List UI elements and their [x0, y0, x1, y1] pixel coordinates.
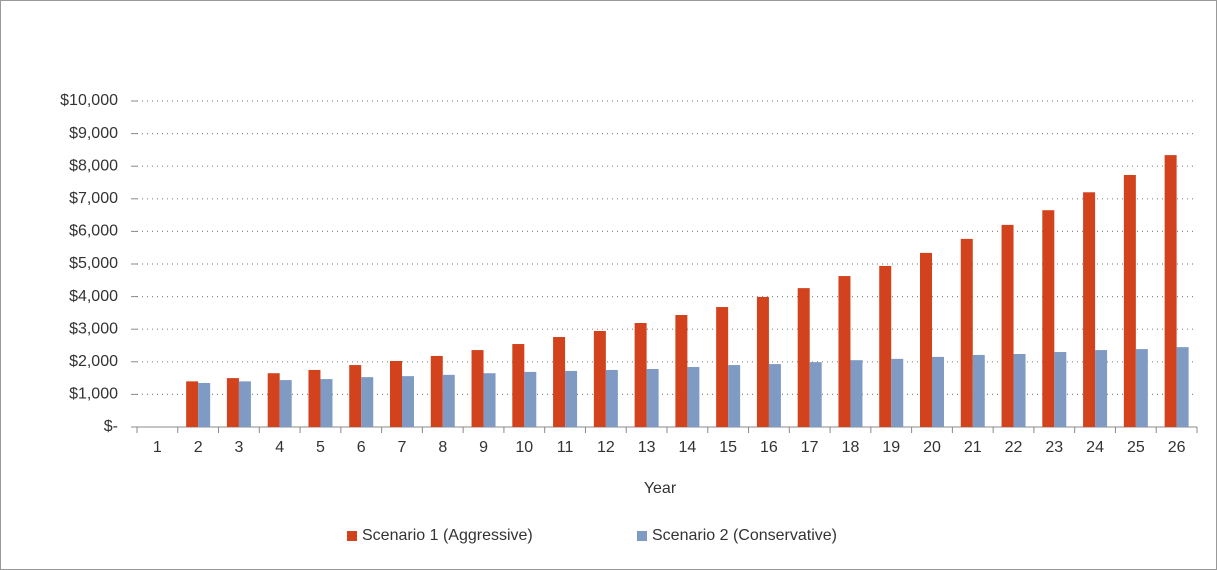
bar — [1164, 155, 1177, 427]
bar — [1123, 175, 1136, 427]
x-tick-label: 7 — [398, 439, 407, 456]
x-tick-label: 25 — [1127, 439, 1145, 456]
bar — [716, 307, 729, 427]
bar — [1135, 349, 1148, 427]
x-tick-label: 12 — [597, 439, 615, 456]
bar — [605, 369, 618, 427]
x-tick-label: 19 — [882, 439, 900, 456]
x-tick-label: 6 — [357, 439, 366, 456]
legend-label: Scenario 1 (Aggressive) — [362, 527, 533, 544]
x-tick-label: 26 — [1168, 439, 1186, 456]
bar — [797, 288, 810, 427]
x-tick-label: 11 — [557, 439, 574, 456]
bar — [1013, 353, 1026, 427]
bar — [920, 252, 932, 427]
bar — [1001, 224, 1014, 427]
x-axis-label: Year — [644, 480, 677, 497]
bar — [279, 380, 292, 427]
bar — [728, 365, 741, 427]
x-tick-label: 13 — [638, 439, 656, 456]
bar — [402, 376, 414, 427]
bar — [1095, 350, 1108, 427]
bar — [267, 373, 280, 427]
bar — [891, 358, 904, 427]
bar — [768, 364, 781, 427]
bar — [809, 362, 822, 427]
bar — [349, 365, 362, 427]
bar — [238, 381, 251, 427]
legend-swatch — [347, 531, 357, 541]
bar — [850, 360, 863, 427]
bar — [430, 355, 443, 427]
bar — [524, 371, 537, 427]
bar — [226, 378, 239, 427]
bar — [838, 276, 851, 427]
y-tick-label: $6,000 — [69, 223, 118, 240]
bar — [646, 368, 659, 427]
x-tick-label: 18 — [842, 439, 860, 456]
bar — [361, 377, 374, 427]
y-tick-label: $5,000 — [69, 255, 118, 272]
y-tick-label: $10,000 — [60, 92, 118, 109]
x-tick-label: 10 — [515, 439, 533, 456]
x-tick-label: 4 — [275, 439, 284, 456]
bar — [1083, 192, 1096, 427]
bar — [1042, 210, 1055, 427]
bar — [320, 379, 333, 427]
x-tick-label: 14 — [678, 439, 696, 456]
bar — [960, 238, 973, 427]
bar — [972, 354, 985, 427]
x-tick-label: 9 — [479, 439, 488, 456]
x-tick-label: 1 — [153, 439, 162, 456]
bar — [442, 374, 455, 427]
legend-label: Scenario 2 (Conservative) — [652, 527, 837, 544]
x-tick-label: 15 — [719, 439, 737, 456]
y-tick-label: $1,000 — [69, 386, 118, 403]
x-tick-label: 21 — [964, 439, 982, 456]
bar — [1176, 347, 1189, 427]
bar — [675, 315, 688, 427]
x-tick-label: 16 — [760, 439, 778, 456]
bar — [553, 337, 566, 427]
y-tick-label: $9,000 — [69, 125, 118, 142]
bar — [756, 296, 769, 427]
x-tick-label: 17 — [801, 439, 819, 456]
bar — [593, 330, 606, 427]
bar — [483, 373, 496, 427]
x-tick-label: 20 — [923, 439, 941, 456]
bar — [565, 370, 578, 427]
x-tick-label: 2 — [194, 439, 203, 456]
bar — [634, 323, 647, 427]
bar — [390, 360, 402, 427]
bar — [471, 350, 484, 427]
bar — [512, 344, 525, 427]
x-tick-label: 3 — [234, 439, 243, 456]
bar — [1054, 352, 1067, 427]
x-tick-label: 22 — [1005, 439, 1023, 456]
y-tick-label: $3,000 — [69, 320, 118, 337]
bar — [308, 369, 321, 427]
y-tick-label: $4,000 — [69, 288, 118, 305]
x-tick-label: 23 — [1045, 439, 1063, 456]
bar — [879, 265, 892, 427]
y-tick-label: $8,000 — [69, 157, 118, 174]
y-tick-label: $7,000 — [69, 190, 118, 207]
bar — [932, 356, 944, 427]
y-tick-label: $- — [104, 418, 118, 435]
x-tick-label: 8 — [438, 439, 447, 456]
y-tick-label: $2,000 — [69, 353, 118, 370]
bar — [186, 381, 199, 427]
bar — [687, 367, 700, 427]
x-tick-label: 5 — [316, 439, 325, 456]
bar — [198, 382, 211, 427]
x-tick-label: 24 — [1086, 439, 1104, 456]
legend-swatch — [637, 531, 647, 541]
